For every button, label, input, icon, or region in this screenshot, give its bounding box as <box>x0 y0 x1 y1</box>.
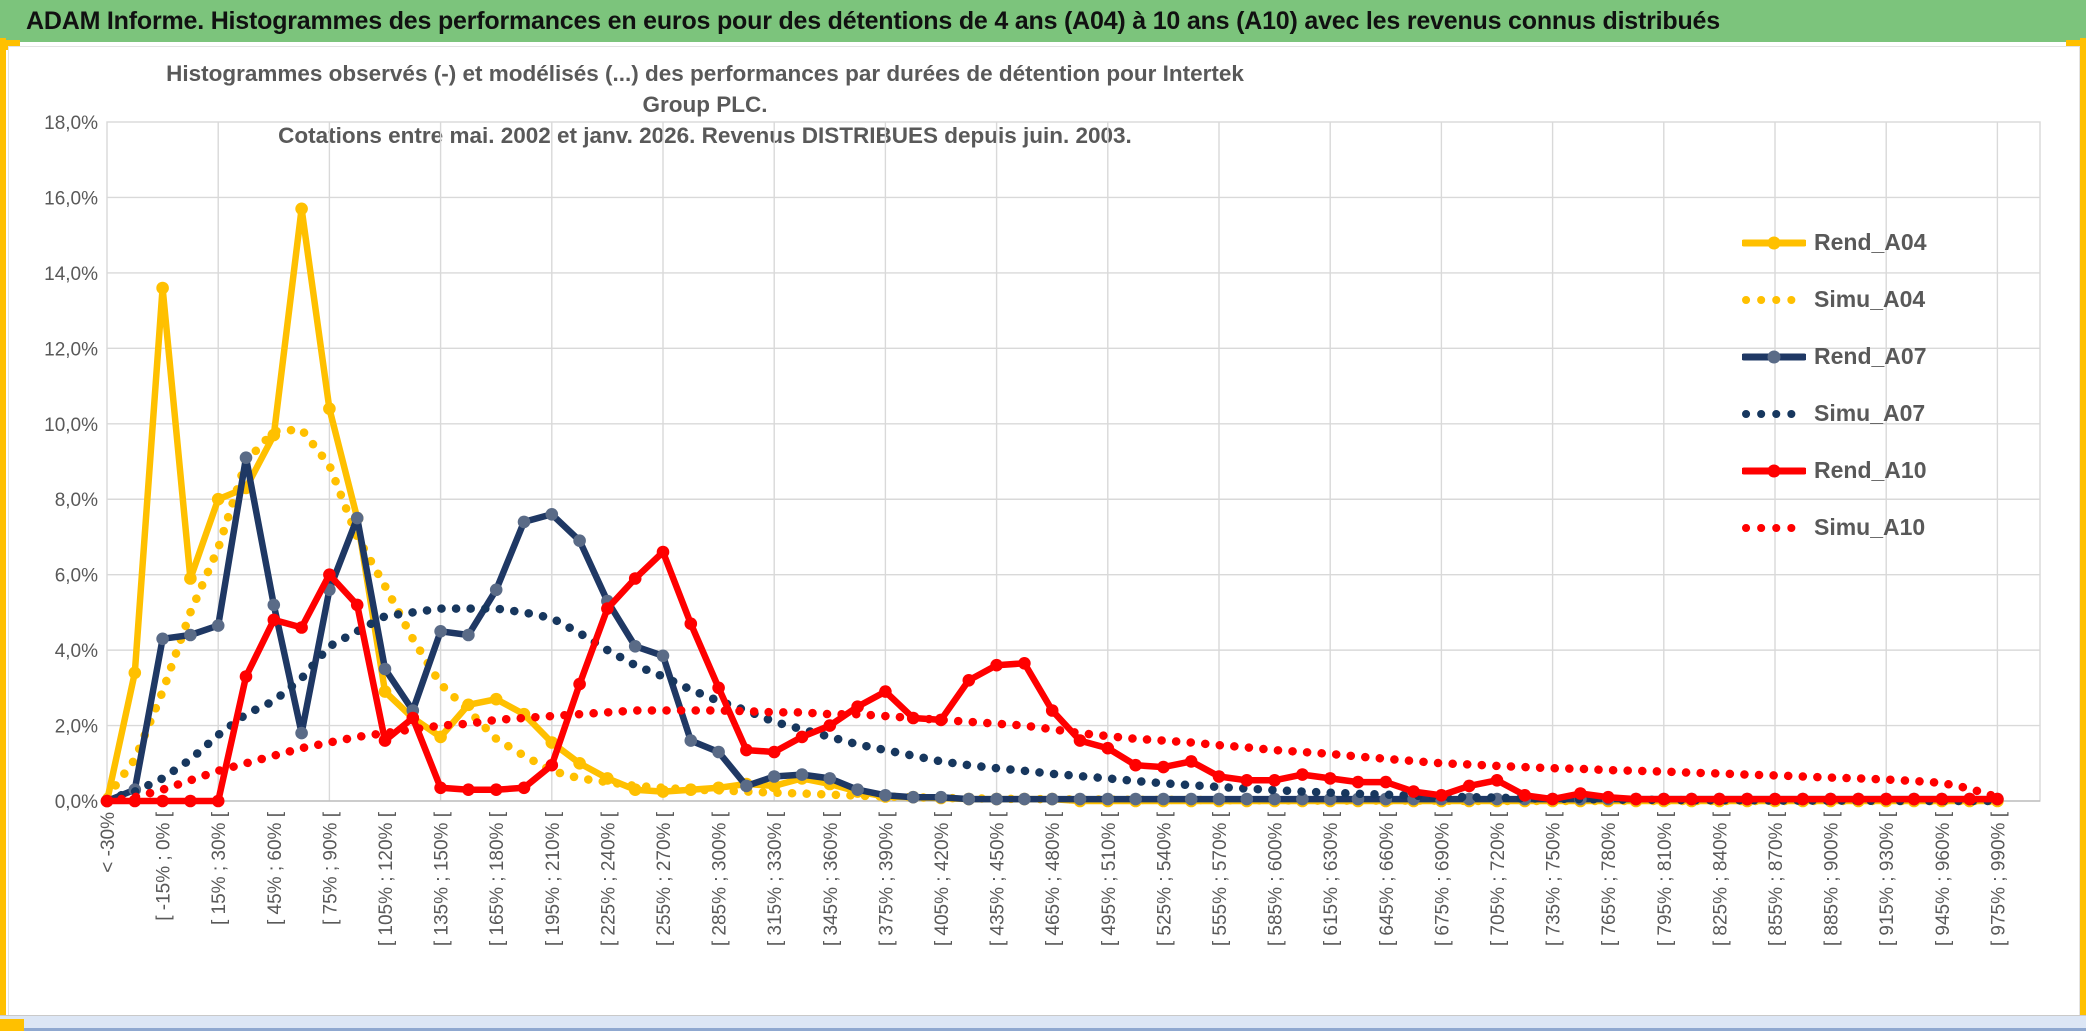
dotted-line-sample-icon <box>1742 409 1806 418</box>
x-axis-tick: [ 885% ; 900% [ <box>1822 811 1843 946</box>
x-axis-tick: < -30% <box>98 812 119 873</box>
x-axis-tick: [ 405% ; 420% [ <box>932 811 953 946</box>
x-axis-tick: [ 525% ; 540% [ <box>1154 811 1175 946</box>
y-axis-tick: 18,0% <box>44 113 98 134</box>
x-axis-tick: [ 585% ; 600% [ <box>1266 811 1287 946</box>
x-axis-tick: [ 135% ; 150% [ <box>432 811 453 946</box>
page-title: ADAM Informe. Histogrammes des performan… <box>26 6 1720 35</box>
footer-accent-square <box>0 1019 24 1031</box>
y-axis-tick: 4,0% <box>55 641 98 662</box>
legend-item-simu_a10[interactable]: Simu_A10 <box>1742 499 1926 556</box>
x-axis-tick: [ 915% ; 930% [ <box>1877 811 1898 946</box>
chart-title-line1: Histogrammes observés (-) et modélisés (… <box>166 61 1244 117</box>
x-axis-tick: [ 45% ; 60% [ <box>265 811 286 925</box>
x-axis-tick: [ 375% ; 390% [ <box>876 811 897 946</box>
chart-title-line2: Cotations entre mai. 2002 et janv. 2026.… <box>278 123 1132 148</box>
left-accent-strip <box>0 38 6 1031</box>
x-axis-tick: [ 495% ; 510% [ <box>1099 811 1120 946</box>
legend-item-simu_a07[interactable]: Simu_A07 <box>1742 385 1926 442</box>
solid-line-sample-icon <box>1742 350 1806 363</box>
x-axis-tick: [ 15% ; 30% [ <box>209 811 230 925</box>
y-axis-tick: 8,0% <box>55 490 98 511</box>
footer-band <box>0 1015 2086 1031</box>
dotted-line-sample-icon <box>1742 295 1806 304</box>
x-axis-tick: [ -15% ; 0% [ <box>154 811 175 920</box>
x-axis-tick: [ 945% ; 960% [ <box>1933 811 1954 946</box>
x-axis-tick: [ 615% ; 630% [ <box>1321 811 1342 946</box>
x-axis-tick: [ 285% ; 300% [ <box>710 811 731 946</box>
x-axis-tick: [ 555% ; 570% [ <box>1210 811 1231 946</box>
dotted-line-sample-icon <box>1742 523 1806 532</box>
legend-label: Simu_A04 <box>1814 286 1926 312</box>
x-axis-tick: [ 705% ; 720% [ <box>1488 811 1509 946</box>
y-axis-tick: 6,0% <box>55 566 98 587</box>
x-axis-tick: [ 735% ; 750% [ <box>1544 811 1565 946</box>
footer-edge <box>0 1028 2086 1031</box>
x-axis-tick: [ 195% ; 210% [ <box>543 811 564 946</box>
x-axis-tick: [ 675% ; 690% [ <box>1432 811 1453 946</box>
legend-item-simu_a04[interactable]: Simu_A04 <box>1742 271 1926 328</box>
solid-line-sample-icon <box>1742 236 1806 249</box>
solid-line-sample-icon <box>1742 464 1806 477</box>
legend-label: Simu_A10 <box>1814 514 1926 540</box>
x-axis-tick: [ 765% ; 780% [ <box>1599 811 1620 946</box>
x-axis-tick: [ 465% ; 480% [ <box>1043 811 1064 946</box>
x-axis-tick: [ 225% ; 240% [ <box>598 811 619 946</box>
x-axis-tick: [ 315% ; 330% [ <box>765 811 786 946</box>
x-axis-tick: [ 345% ; 360% [ <box>821 811 842 946</box>
legend-item-rend_a07[interactable]: Rend_A07 <box>1742 328 1926 385</box>
y-axis-tick: 10,0% <box>44 415 98 436</box>
x-axis-tick: [ 105% ; 120% [ <box>376 811 397 946</box>
x-axis-tick: [ 975% ; 990% [ <box>1988 811 2009 946</box>
x-axis-tick: [ 435% ; 450% [ <box>988 811 1009 946</box>
y-axis-tick: 0,0% <box>55 792 98 813</box>
legend-label: Rend_A04 <box>1814 229 1927 255</box>
x-axis-tick: [ 645% ; 660% [ <box>1377 811 1398 946</box>
left-accent-tab <box>0 40 20 50</box>
header-bar: ADAM Informe. Histogrammes des performan… <box>0 0 2086 42</box>
x-axis-tick: [ 825% ; 840% [ <box>1710 811 1731 946</box>
legend-label: Simu_A07 <box>1814 400 1926 426</box>
legend-item-rend_a10[interactable]: Rend_A10 <box>1742 442 1926 499</box>
legend-label: Rend_A07 <box>1814 343 1927 369</box>
x-axis-tick: [ 855% ; 870% [ <box>1766 811 1787 946</box>
x-axis-tick: [ 165% ; 180% [ <box>487 811 508 946</box>
legend-item-rend_a04[interactable]: Rend_A04 <box>1742 214 1926 271</box>
y-axis-tick: 12,0% <box>44 339 98 360</box>
y-axis-tick: 14,0% <box>44 264 98 285</box>
legend-label: Rend_A10 <box>1814 457 1927 483</box>
x-axis-tick: [ 75% ; 90% [ <box>320 811 341 925</box>
right-accent-tab <box>2066 40 2086 50</box>
y-axis-tick: 16,0% <box>44 188 98 209</box>
x-axis-tick: [ 795% ; 810% [ <box>1655 811 1676 946</box>
right-accent-strip <box>2080 38 2086 1031</box>
chart-title: Histogrammes observés (-) et modélisés (… <box>150 58 1260 151</box>
y-axis-tick: 2,0% <box>55 717 98 738</box>
x-axis-tick: [ 255% ; 270% [ <box>654 811 675 946</box>
chart-legend: Rend_A04 Simu_A04 Rend_A07 Simu_A07 Rend_A10… <box>1742 214 1926 556</box>
